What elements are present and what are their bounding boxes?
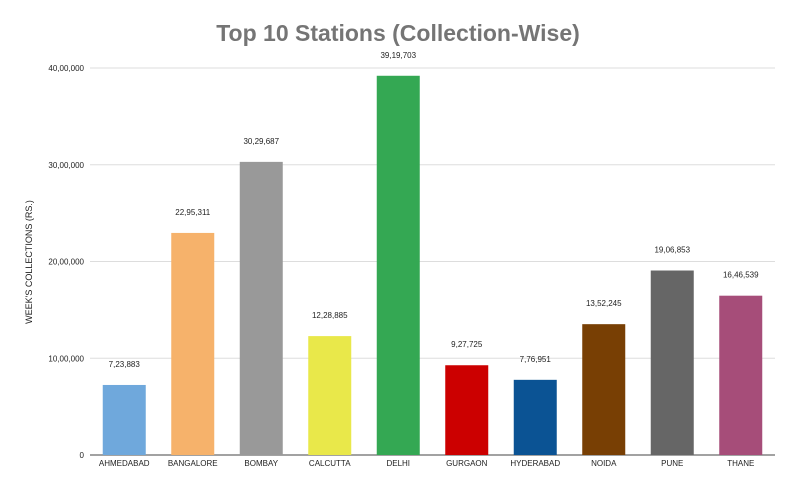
x-tick-label: BANGALORE bbox=[168, 459, 218, 468]
x-tick-label: GURGAON bbox=[446, 459, 488, 468]
y-tick-label: 20,00,000 bbox=[48, 258, 84, 267]
data-label: 30,29,687 bbox=[243, 137, 279, 146]
x-tick-label: THANE bbox=[727, 459, 754, 468]
data-label: 22,95,311 bbox=[175, 208, 211, 217]
y-tick-label: 0 bbox=[80, 451, 85, 460]
x-tick-label: BOMBAY bbox=[244, 459, 278, 468]
y-axis-title: WEEK'S COLLECTIONS (RS.) bbox=[24, 200, 34, 324]
bar-calcutta bbox=[308, 336, 352, 455]
data-label: 7,23,883 bbox=[109, 360, 141, 369]
bar-noida bbox=[582, 324, 626, 455]
x-tick-label: NOIDA bbox=[591, 459, 617, 468]
data-label: 13,52,245 bbox=[586, 299, 622, 308]
bar-pune bbox=[650, 270, 694, 455]
y-tick-label: 10,00,000 bbox=[48, 354, 84, 363]
bar-gurgaon bbox=[445, 365, 489, 455]
data-label: 7,76,951 bbox=[520, 355, 552, 364]
bar-delhi bbox=[376, 75, 420, 455]
bar-hyderabad bbox=[513, 379, 557, 455]
bar-bombay bbox=[239, 161, 283, 455]
x-tick-label: HYDERABAD bbox=[510, 459, 560, 468]
data-label: 12,28,885 bbox=[312, 311, 348, 320]
data-label: 39,19,703 bbox=[380, 51, 416, 60]
x-tick-label: DELHI bbox=[386, 459, 410, 468]
bars bbox=[102, 75, 763, 455]
y-tick-label: 40,00,000 bbox=[48, 64, 84, 73]
x-tick-label: PUNE bbox=[661, 459, 683, 468]
data-label: 16,46,539 bbox=[723, 271, 759, 280]
labels: 0 10,00,000 20,00,000 30,00,000 40,00,000 7,2… bbox=[48, 51, 759, 468]
y-tick-label: 30,00,000 bbox=[48, 161, 84, 170]
data-label: 19,06,853 bbox=[654, 246, 690, 255]
data-label: 9,27,725 bbox=[451, 340, 483, 349]
bar-thane bbox=[719, 295, 763, 455]
chart-title: Top 10 Stations (Collection-Wise) bbox=[216, 20, 580, 46]
bar-bangalore bbox=[171, 232, 215, 455]
x-tick-label: AHMEDABAD bbox=[99, 459, 150, 468]
bar-ahmedabad bbox=[102, 384, 146, 455]
x-tick-label: CALCUTTA bbox=[309, 459, 351, 468]
